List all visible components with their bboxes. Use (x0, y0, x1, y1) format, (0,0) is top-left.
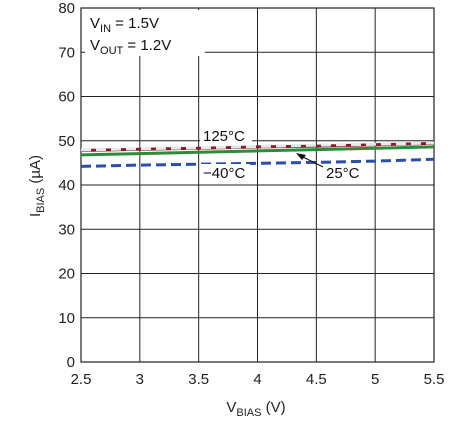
x-tick-label: 4 (253, 371, 261, 388)
y-tick-label: 10 (58, 310, 75, 327)
y-tick-label: 40 (58, 177, 75, 194)
label-125c: 125°C (203, 128, 245, 145)
x-tick-label: 4.5 (306, 371, 327, 388)
y-tick-label: 0 (67, 354, 75, 371)
y-tick-label: 20 (58, 266, 75, 283)
x-tick-label: 3 (136, 371, 144, 388)
x-tick-label: 5 (371, 371, 379, 388)
label-minus40c-bg (200, 164, 250, 181)
plot-border (80, 7, 435, 363)
y-tick-label: 70 (58, 44, 75, 61)
label-minus40c: −40°C (203, 165, 245, 182)
condition-vout: VOUT = 1.2V (90, 37, 171, 57)
x-tick-label: 3.5 (188, 371, 209, 388)
series-lines (80, 141, 435, 168)
label-25c: 25°C (326, 165, 360, 182)
x-tick-label: 2.5 (71, 371, 92, 388)
x-tick-label: 5.5 (424, 371, 445, 388)
y-tick-label: 30 (58, 221, 75, 238)
series-line-1 (80, 145, 435, 157)
series-line-2 (80, 141, 435, 152)
label-25c-bg (323, 164, 365, 181)
y-tick-label: 50 (58, 133, 75, 150)
y-tick-label: 80 (58, 0, 75, 17)
x-tick-labels: 2.5 3 3.5 4 4.5 5 5.5 (71, 371, 445, 388)
grid (80, 7, 435, 363)
x-axis-title: VBIAS (V) (226, 399, 285, 419)
label-25c-arrowhead (296, 153, 306, 160)
y-axis-title: IBIAS (µA) (27, 155, 47, 217)
conditions-box (85, 10, 205, 56)
y-tick-label: 60 (58, 89, 75, 106)
y-tick-labels: 0 10 20 30 40 50 60 70 80 (58, 0, 75, 371)
plot-frame (80, 7, 435, 363)
series-line-3 (80, 157, 435, 168)
condition-vin: VIN = 1.5V (90, 15, 159, 35)
label-125c-bg (200, 127, 252, 144)
